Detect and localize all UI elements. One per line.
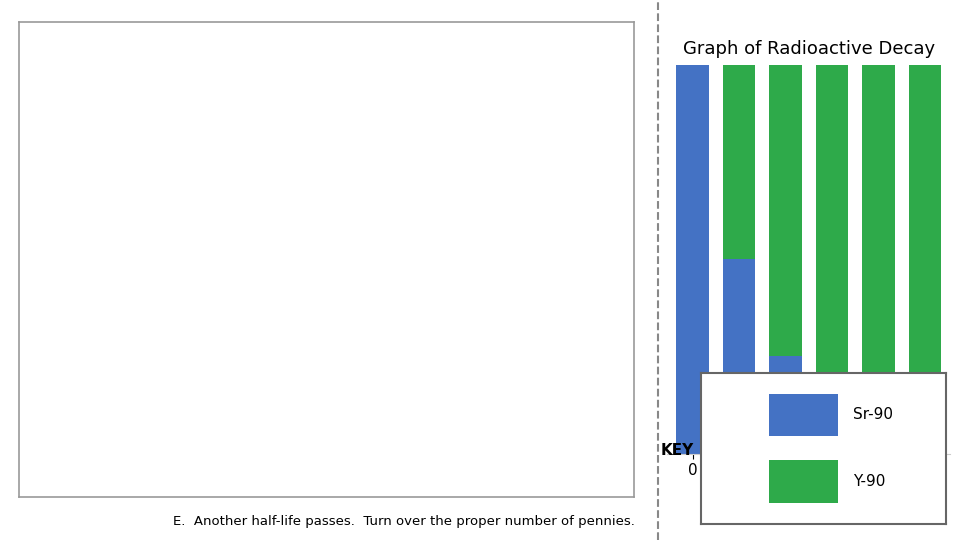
Bar	[908, 65, 941, 442]
Bar	[769, 356, 802, 454]
Text: Y-90: Y-90	[852, 474, 885, 489]
Text: Sr-90: Sr-90	[852, 408, 893, 422]
Bar	[769, 394, 838, 436]
Bar	[723, 259, 756, 454]
Bar	[862, 65, 895, 429]
Bar	[769, 460, 838, 503]
Bar	[816, 405, 849, 454]
Bar	[908, 442, 941, 454]
Bar	[769, 65, 802, 356]
Bar	[816, 65, 849, 405]
Title: Graph of Radioactive Decay: Graph of Radioactive Decay	[683, 39, 935, 58]
Text: E.  Another half-life passes.  Turn over the proper number of pennies.: E. Another half-life passes. Turn over t…	[173, 515, 635, 528]
Bar	[862, 429, 895, 454]
X-axis label: (half-life): (half-life)	[775, 484, 843, 499]
Text: KEY: KEY	[660, 443, 693, 458]
Bar	[723, 65, 756, 259]
Bar	[677, 65, 709, 454]
